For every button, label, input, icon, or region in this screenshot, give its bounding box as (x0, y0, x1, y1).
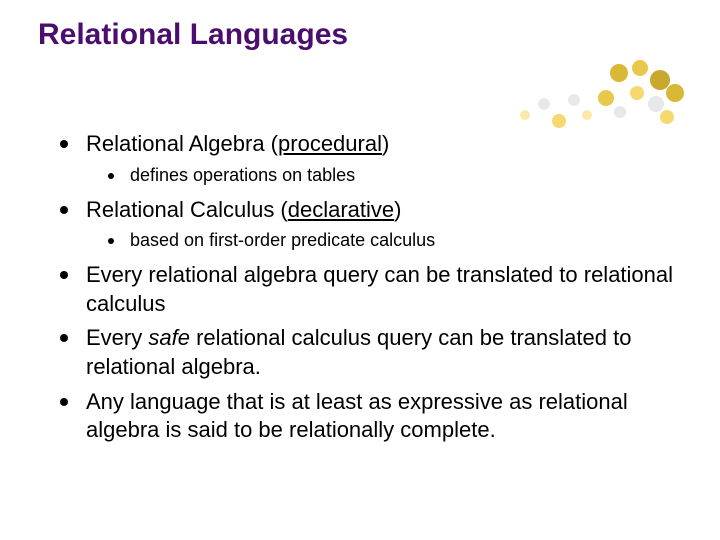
list-item: Relational Calculus (declarative) (60, 196, 680, 225)
decor-dot (666, 84, 684, 102)
italic-text: safe (148, 325, 190, 350)
text-part: Relational Calculus ( (86, 197, 288, 222)
list-item: Every relational algebra query can be tr… (60, 261, 680, 318)
decor-dot (648, 96, 664, 112)
underlined-text: declarative (288, 197, 394, 222)
bullet-icon (108, 173, 114, 179)
underlined-text: procedural (278, 131, 382, 156)
slide-title: Relational Languages (38, 18, 348, 52)
bullet-icon (60, 398, 68, 406)
item-text: Relational Calculus (declarative) (86, 196, 680, 225)
item-text: Every relational algebra query can be tr… (86, 261, 680, 318)
sub-item-text: defines operations on tables (130, 165, 680, 186)
decor-dot (568, 94, 580, 106)
sub-item-text: based on first-order predicate calculus (130, 230, 680, 251)
bullet-icon (60, 271, 68, 279)
sub-list-item: based on first-order predicate calculus (108, 230, 680, 251)
text-part: Every (86, 325, 148, 350)
text-part: Relational Algebra ( (86, 131, 278, 156)
decor-dot (630, 86, 644, 100)
text-part: ) (394, 197, 401, 222)
decor-dot (614, 106, 626, 118)
sub-list-item: defines operations on tables (108, 165, 680, 186)
bullet-icon (108, 238, 114, 244)
decor-dot (632, 60, 648, 76)
item-text: Any language that is at least as express… (86, 388, 680, 445)
bullet-icon (60, 140, 68, 148)
decor-dot (582, 110, 592, 120)
decor-dot (660, 110, 674, 124)
decor-dot (598, 90, 614, 106)
slide-content: Relational Algebra (procedural) defines … (60, 130, 680, 451)
decor-dot (538, 98, 550, 110)
item-text: Every safe relational calculus query can… (86, 324, 680, 381)
decor-dot (610, 64, 628, 82)
item-text: Relational Algebra (procedural) (86, 130, 680, 159)
list-item: Every safe relational calculus query can… (60, 324, 680, 381)
bullet-icon (60, 334, 68, 342)
text-part: ) (382, 131, 389, 156)
list-item: Any language that is at least as express… (60, 388, 680, 445)
bullet-icon (60, 206, 68, 214)
list-item: Relational Algebra (procedural) (60, 130, 680, 159)
decor-dot (552, 114, 566, 128)
decor-dot (520, 110, 530, 120)
